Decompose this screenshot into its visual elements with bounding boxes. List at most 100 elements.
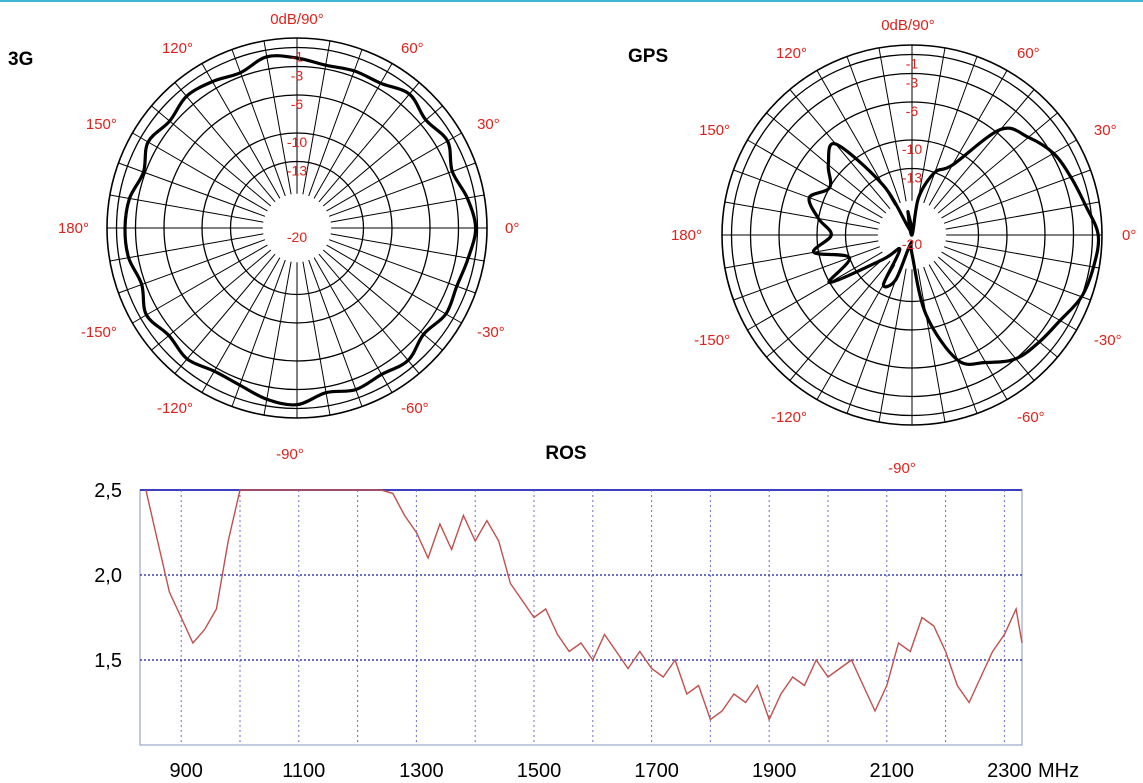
- grid-spoke: [326, 132, 462, 212]
- grid-spoke: [928, 264, 1008, 400]
- grid-spoke: [330, 194, 485, 223]
- ring-label: -10: [902, 141, 922, 157]
- grid-spoke: [943, 246, 1091, 301]
- ring-label: -6: [291, 96, 304, 112]
- ring-label: -1: [291, 49, 304, 65]
- grid-spoke: [318, 82, 420, 203]
- grid-spoke: [917, 47, 946, 202]
- angle-label-bottom: -90°: [888, 460, 916, 477]
- angle-label: 120°: [162, 40, 193, 57]
- grid-spoke: [201, 63, 281, 199]
- angle-label: 60°: [401, 40, 424, 57]
- chart-title: 3G: [8, 49, 33, 70]
- grid-spoke: [941, 139, 1077, 219]
- angle-label: 0°: [505, 220, 519, 237]
- grid-spoke: [923, 56, 978, 204]
- ring-label: -20: [287, 229, 307, 245]
- grid-spoke: [923, 266, 978, 414]
- x-tick-label: 1900: [752, 760, 797, 782]
- grid-spoke: [151, 249, 272, 351]
- grid-spoke: [151, 105, 272, 207]
- grid-spoke: [132, 244, 268, 324]
- grid-spoke: [937, 112, 1058, 214]
- grid-spoke: [724, 201, 879, 230]
- grid-spoke: [943, 169, 1091, 224]
- grid-spoke: [313, 257, 393, 393]
- grid-spoke: [747, 139, 883, 219]
- grid-spoke: [318, 253, 420, 374]
- ring-label: -10: [287, 134, 307, 150]
- grid-spoke: [330, 233, 485, 262]
- ros-chart: 2,5 2,0 1,5 900 1100 1300 1500 1700 1900 2100 2300…: [94, 443, 1079, 782]
- grid-spoke: [937, 256, 1058, 358]
- angle-label: 180°: [58, 220, 89, 237]
- angle-label: -30°: [1094, 332, 1122, 349]
- grid-spoke: [945, 201, 1100, 230]
- grid-spoke: [308, 259, 363, 407]
- grid-spoke: [917, 268, 946, 423]
- grid-spoke: [789, 89, 891, 210]
- ring-label: -13: [902, 170, 922, 186]
- grid-spoke: [747, 251, 883, 331]
- x-tick-label: 2100: [870, 760, 915, 782]
- grid-spoke: [174, 82, 276, 203]
- ros-series-line: [145, 489, 1023, 722]
- polar-chart-gps: -1 -3 -6 -10 -13 -20 0° 30° 60° 120° 150° 180° -150°…: [628, 17, 1136, 477]
- polar-chart-3g: -1 -3 -6 -10 -13 -20 0° 30° 60° 120° 150° 180° -150°…: [8, 11, 519, 463]
- y-tick-label: 1,5: [94, 650, 122, 672]
- grid-spoke: [928, 70, 1008, 206]
- grid-spoke: [941, 251, 1077, 331]
- grid-spoke: [766, 112, 887, 214]
- angle-label: 0°: [1122, 227, 1136, 244]
- y-tick-label: 2,0: [94, 565, 122, 587]
- grid-spoke: [878, 268, 907, 423]
- grid-spoke: [322, 105, 443, 207]
- grid-spoke: [174, 253, 276, 374]
- x-tick-label: 2300: [987, 760, 1032, 782]
- grid-spoke: [733, 169, 881, 224]
- x-tick-label: 1300: [399, 760, 444, 782]
- angle-label: -30°: [477, 324, 505, 341]
- ring-label: -20: [902, 236, 922, 252]
- grid-spoke: [308, 49, 363, 197]
- pattern-curve: [123, 54, 478, 407]
- ring-label: -3: [906, 75, 919, 91]
- grid-spoke: [109, 194, 264, 223]
- ring-label: -6: [906, 103, 919, 119]
- grid-spoke: [933, 89, 1035, 210]
- angle-label: 180°: [671, 227, 702, 244]
- grid-spoke: [313, 63, 393, 199]
- angle-label: 30°: [1094, 122, 1117, 139]
- grid-spoke: [263, 261, 292, 416]
- x-tick-label: 1700: [634, 760, 679, 782]
- grid-spoke: [933, 260, 1035, 381]
- grid-spoke: [263, 40, 292, 195]
- grid-spoke: [724, 240, 879, 269]
- chart-title: ROS: [545, 443, 586, 464]
- angle-label: 150°: [86, 116, 117, 133]
- grid-spoke: [328, 239, 476, 294]
- angle-label: 60°: [1017, 45, 1040, 62]
- plot-area: [139, 489, 1023, 746]
- x-unit-label: MHz: [1038, 760, 1079, 782]
- chart-title: GPS: [628, 46, 668, 67]
- angle-label-bottom: -90°: [276, 446, 304, 463]
- grid-spoke: [945, 240, 1100, 269]
- grid-spoke: [109, 233, 264, 262]
- grid-spoke: [326, 244, 462, 324]
- x-tick-label: 1100: [282, 760, 325, 782]
- grid-spoke: [231, 259, 286, 407]
- top-accent-line: [0, 0, 1143, 2]
- angle-label: 30°: [477, 116, 500, 133]
- angle-label: -120°: [771, 409, 807, 426]
- ring-label: -13: [287, 163, 307, 179]
- grid-spoke: [816, 264, 896, 400]
- grid-spoke: [878, 47, 907, 202]
- angle-label: -60°: [1017, 409, 1045, 426]
- angle-label: -150°: [694, 332, 730, 349]
- angle-label: -120°: [157, 400, 193, 417]
- grid-spoke: [132, 132, 268, 212]
- y-tick-label: 2,5: [94, 480, 122, 502]
- grid-spoke: [733, 246, 881, 301]
